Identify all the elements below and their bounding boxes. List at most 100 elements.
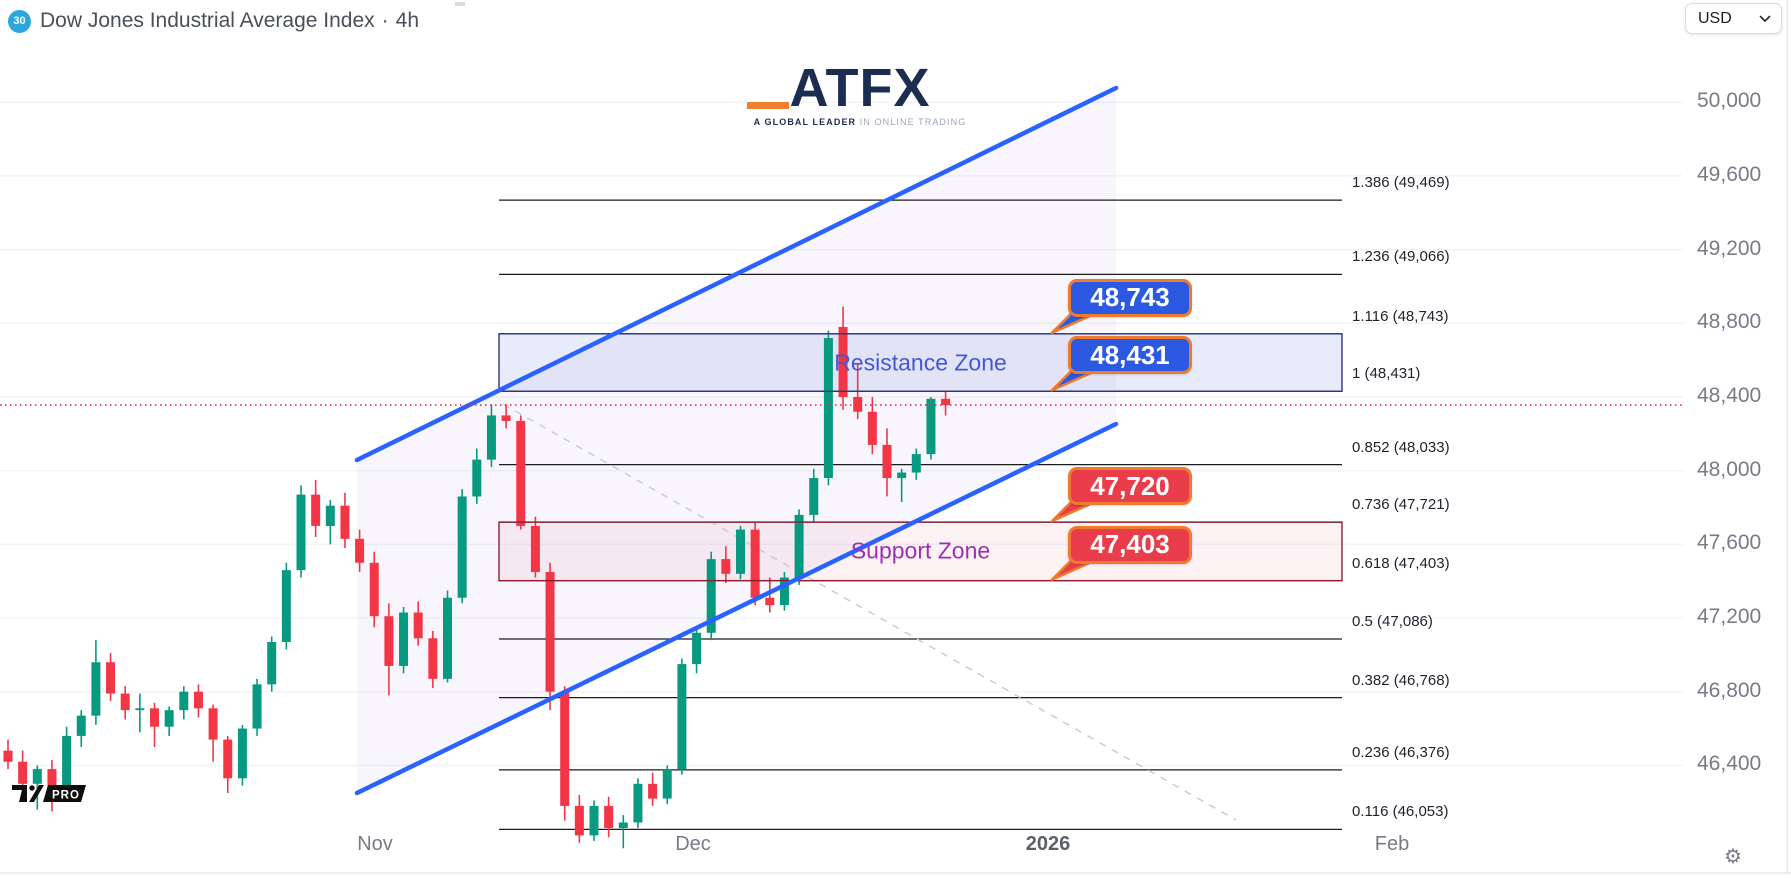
price-axis-label: 46,400	[1697, 752, 1762, 776]
candle-body	[692, 632, 702, 665]
channel-upper-line[interactable]	[354, 85, 1119, 463]
price-axis-label: 49,600	[1697, 162, 1762, 186]
candle-body	[604, 805, 614, 829]
currency-dropdown[interactable]: USD	[1685, 3, 1782, 34]
atfx-logo-text: ATFX	[789, 58, 931, 118]
candle-body	[281, 570, 291, 642]
candle-body	[545, 571, 555, 692]
candle-body	[662, 769, 672, 799]
price-axis-label: 48,800	[1697, 310, 1762, 334]
channel-lower-line[interactable]	[354, 421, 1119, 796]
symbol-header: 30 Dow Jones Industrial Average Index · …	[8, 6, 419, 36]
time-axis-label: Feb	[1374, 833, 1410, 855]
candle-body	[867, 411, 877, 445]
candle-body	[677, 664, 687, 770]
settings-gear-icon[interactable]: ⚙	[1724, 845, 1742, 868]
candle-body	[252, 684, 262, 729]
candle-body	[530, 525, 540, 572]
support-zone-fill[interactable]	[499, 522, 1342, 581]
candle-body	[633, 783, 643, 823]
candle-body	[325, 505, 335, 526]
fib-level-label: 0.736 (47,721)	[1352, 496, 1450, 514]
pro-badge: PRO	[43, 785, 86, 802]
candle-body	[443, 597, 452, 679]
candle-body	[706, 559, 716, 633]
atfx-tagline-light: IN ONLINE TRADING	[859, 117, 967, 127]
atfx-tagline-bold: A GLOBAL LEADER	[753, 117, 857, 127]
tradingview-pro-logo[interactable]: PRO	[12, 784, 112, 809]
candle-body	[648, 783, 658, 799]
candle-body	[340, 505, 350, 539]
candle-body	[106, 662, 116, 694]
candle-body	[574, 805, 584, 836]
pro-badge-text: PRO	[52, 790, 80, 802]
candle-body	[853, 397, 863, 412]
resistance-zone-border[interactable]	[498, 333, 1343, 392]
fib-level-label: 0.852 (48,033)	[1352, 438, 1450, 456]
resistance-zone-fill[interactable]	[499, 333, 1342, 392]
candle-body	[911, 454, 921, 473]
candle-body	[208, 708, 218, 740]
price-axis-label: 47,200	[1697, 605, 1762, 629]
time-axis[interactable]	[0, 830, 1791, 878]
fib-level-label: 1.236 (49,066)	[1352, 248, 1450, 266]
candle-body	[164, 710, 174, 727]
fib-level-label: 0.236 (46,376)	[1352, 743, 1450, 761]
fib-level-label: 0.382 (46,768)	[1352, 671, 1450, 689]
price-axis-label: 49,200	[1697, 236, 1762, 260]
price-axis[interactable]	[1690, 0, 1791, 873]
candle-body	[47, 769, 57, 795]
interval-label[interactable]: 4h	[395, 9, 420, 32]
time-axis-label: 2026	[1025, 833, 1071, 855]
atfx-watermark-logo: ATFX A GLOBAL LEADER IN ONLINE TRADING	[745, 60, 975, 127]
atfx-tagline: A GLOBAL LEADER IN ONLINE TRADING	[745, 117, 975, 127]
candle-body	[223, 739, 233, 779]
candle-body	[369, 562, 379, 617]
title-separator: ·	[381, 9, 389, 32]
symbol-title[interactable]: Dow Jones Industrial Average Index	[40, 9, 375, 32]
candle-body	[355, 538, 365, 563]
price-callout-48431[interactable]: 48,431	[1068, 336, 1192, 375]
dashed-trendline[interactable]	[502, 403, 1237, 821]
fib-level-label: 0.618 (47,403)	[1352, 554, 1450, 572]
session-break-tick	[455, 2, 465, 6]
price-axis-label: 47,600	[1697, 531, 1762, 555]
candlestick-series[interactable]	[3, 306, 951, 849]
candle-body	[457, 496, 467, 598]
price-callout-47720[interactable]: 47,720	[1068, 467, 1192, 506]
candle-body	[779, 577, 789, 606]
candle-body	[560, 691, 570, 806]
price-axis-label: 48,000	[1697, 457, 1762, 481]
candle-body	[501, 415, 511, 421]
candle-body	[765, 597, 775, 606]
candle-body	[794, 514, 804, 578]
resistance-zone-label: Resistance Zone	[834, 349, 1007, 376]
fib-level-label: 0.5 (47,086)	[1352, 613, 1433, 631]
candle-body	[736, 529, 745, 574]
time-axis-label: Nov	[357, 833, 393, 855]
time-axis-label: Dec	[675, 833, 711, 855]
trend-channel-fill[interactable]	[357, 88, 1116, 793]
price-axis-label: 48,400	[1697, 384, 1762, 407]
support-zone-border[interactable]	[498, 521, 1343, 582]
candle-body	[3, 750, 13, 762]
fib-level-label: 0.116 (46,053)	[1352, 803, 1449, 821]
candle-body	[721, 559, 731, 574]
candle-body	[486, 415, 496, 460]
price-callout-47403[interactable]: 47,403	[1068, 525, 1192, 564]
candle-body	[193, 691, 203, 709]
candle-body	[472, 459, 482, 497]
candle-body	[428, 638, 438, 679]
fib-level-label: 1.116 (48,743)	[1352, 307, 1449, 325]
symbol-logo-badge[interactable]: 30	[8, 9, 31, 33]
currency-value: USD	[1698, 9, 1732, 27]
candle-body	[91, 662, 101, 716]
tradingview-icon	[12, 785, 44, 802]
candle-body	[941, 398, 951, 406]
candle-body	[823, 338, 833, 479]
candle-body	[413, 612, 423, 639]
fib-level-label: 1.386 (49,469)	[1352, 174, 1450, 192]
price-callout-48743[interactable]: 48,743	[1068, 278, 1192, 317]
